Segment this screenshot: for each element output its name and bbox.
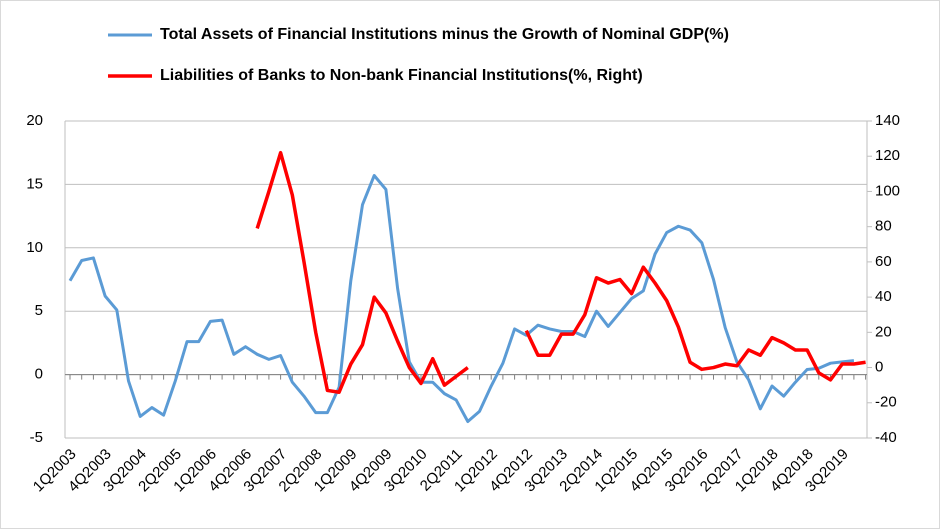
y-tick-label: 15 [26,175,43,192]
y2-tick-label: 140 [875,112,900,129]
y2-tick-label: 0 [875,359,883,376]
y2-tick-label: -20 [875,394,897,411]
legend-label: Liabilities of Banks to Non-bank Financi… [160,67,643,84]
y-tick-label: -5 [30,429,43,446]
y2-tick-label: 60 [875,253,892,270]
series-line [68,174,855,424]
y-tick-label: 20 [26,112,43,129]
y2-tick-label: 20 [875,323,892,340]
y-tick-label: 5 [35,302,43,319]
series-line [255,150,866,394]
y-tick-label: 0 [35,366,43,383]
y2-tick-label: 120 [875,147,900,164]
legend-label: Total Assets of Financial Institutions m… [160,26,729,43]
y2-tick-label: -40 [875,429,897,446]
y2-tick-label: 100 [875,182,900,199]
y-tick-label: 10 [26,239,43,256]
y2-tick-label: 40 [875,288,892,305]
y2-tick-label: 80 [875,218,892,235]
